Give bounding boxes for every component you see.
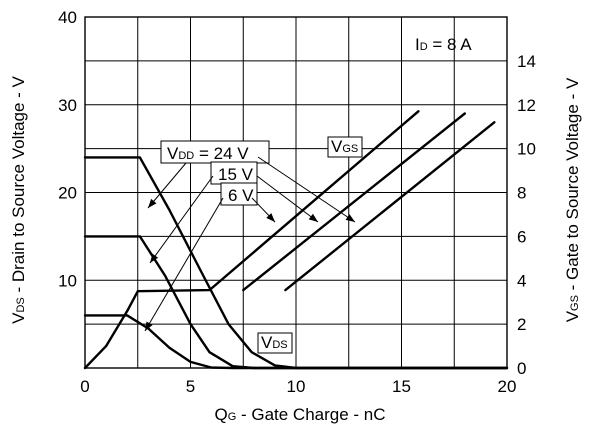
x-tick-label: 5 [186,377,195,396]
tick-labels: 0 5 10 15 20 10 20 30 40 0 2 4 6 8 10 12 14 [58,8,536,396]
vds-label-box [257,332,293,354]
leader-vdd15-vgs-arrowhead [308,213,318,222]
leader-vdd6-vds [144,197,224,332]
vds-label: VDS [257,332,293,354]
vgs-curve-24v [284,121,496,292]
y-right-tick-label: 4 [517,271,526,290]
leader-vdd24-vgs-arrowhead [345,214,355,222]
leader-vdd24-vds [147,162,187,209]
leader-vdd15-vds-arrowhead [150,253,159,263]
vgs-curve-6v [83,110,420,370]
vdd-6-label: 6 V [228,186,254,205]
vds-curve-6v [83,314,509,370]
vds-label-text: VDS [261,333,288,352]
y-right-tick-label: 12 [517,96,536,115]
y-left-tick-label: 10 [58,271,77,290]
y-left-tick-label: 20 [58,184,77,203]
y-right-tick-label: 14 [517,52,536,71]
y-left-tick-label: 40 [58,8,77,27]
x-tick-label: 0 [80,377,89,396]
y-right-axis-title: VGS - Gate to Source Voltage - V [563,77,582,322]
vdd-15-label: 15 V [218,165,254,184]
vgs-label: VGS [327,136,363,158]
x-tick-label: 20 [498,377,517,396]
y-right-tick-label: 0 [517,359,526,378]
grid [85,17,507,368]
x-axis-title: QG - Gate Charge - nC [214,405,385,424]
x-tick-label: 10 [287,377,306,396]
vdd-24-label: VDD = 24 V [167,144,249,163]
x-tick-label: 15 [392,377,411,396]
leader-vdd6-vgs-arrowhead [266,213,275,222]
vgs-curve-15v [242,112,466,292]
annotations: ID = 8 A VDD = 24 V 15 V 6 V VGS VDS [144,35,472,354]
y-right-tick-label: 2 [517,315,526,334]
curves [83,110,509,370]
vdd-6-box [220,182,258,206]
leader-vdd24-vgs [257,156,356,223]
leader-vdd15-vgs [256,175,319,223]
drain-current-label: ID = 8 A [415,35,472,54]
y-right-tick-label: 6 [517,227,526,246]
vgs-label-text: VGS [331,137,358,156]
y-right-tick-label: 8 [517,184,526,203]
y-left-axis-title: VDS - Drain to Source Voltage - V [9,75,28,323]
leader-vdd6-vds-arrowhead [145,321,153,331]
y-right-tick-label: 10 [517,140,536,159]
leader-vdd15-vds [149,175,214,264]
vgs-label-box [327,136,363,158]
y-left-tick-label: 30 [58,96,77,115]
leader-vdd24-vds-arrowhead [148,198,157,208]
